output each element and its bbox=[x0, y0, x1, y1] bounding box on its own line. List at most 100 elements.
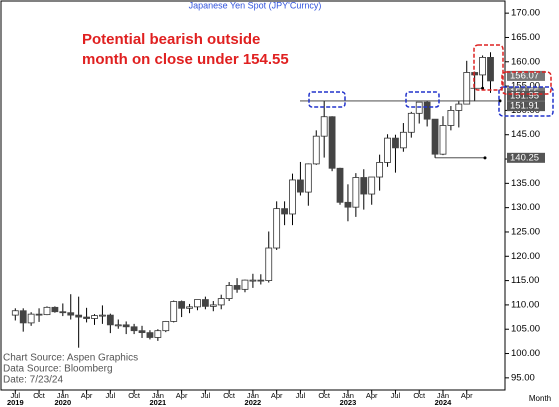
candle-body bbox=[328, 116, 336, 169]
x-tick-label: Jan bbox=[152, 391, 164, 400]
y-tick-label: 135.00 bbox=[511, 178, 540, 189]
annotation: Potential bearish outside bbox=[82, 31, 260, 48]
candle-body bbox=[447, 110, 455, 126]
y-tick-label: 120.00 bbox=[511, 251, 540, 262]
candle-body bbox=[352, 177, 360, 208]
chart-title: Japanese Yen Spot (JPY'Curncy) bbox=[189, 0, 322, 10]
y-tick-label: 105.00 bbox=[511, 324, 540, 335]
annotation: month on close under 154.55 bbox=[82, 51, 289, 68]
price-label: 140.25 bbox=[510, 152, 539, 163]
x-tick-label: Oct bbox=[33, 391, 46, 400]
y-tick-label: 130.00 bbox=[511, 202, 540, 213]
candle-body bbox=[487, 57, 494, 82]
candle-body bbox=[289, 179, 296, 215]
candle-body bbox=[360, 177, 368, 195]
candle-body bbox=[186, 306, 193, 309]
y-tick-label: 170.00 bbox=[511, 8, 540, 19]
candle-body bbox=[281, 208, 288, 215]
candle-body bbox=[106, 314, 114, 326]
candle-body bbox=[249, 279, 257, 282]
x-tick-label: Jan bbox=[342, 391, 354, 400]
candle-body bbox=[83, 316, 90, 319]
candle-body bbox=[11, 310, 19, 316]
candle-body bbox=[312, 135, 320, 165]
candle-body bbox=[209, 304, 217, 307]
candle-body bbox=[320, 116, 328, 137]
candle-body bbox=[479, 57, 486, 76]
price-label-bg bbox=[507, 70, 545, 81]
candle-body bbox=[178, 301, 186, 309]
x-tick-label: Jul bbox=[11, 391, 21, 400]
candle-body bbox=[225, 285, 233, 299]
x-tick-label: Apr bbox=[271, 391, 283, 400]
candle-body bbox=[384, 137, 391, 163]
candle-body bbox=[162, 321, 170, 332]
price-label: 156.07 bbox=[510, 70, 539, 81]
candle-body bbox=[344, 201, 352, 208]
price-label-bg bbox=[507, 101, 545, 112]
candle-body bbox=[130, 326, 138, 332]
candle-body bbox=[146, 332, 154, 338]
x-tick-label: Apr bbox=[461, 391, 473, 400]
y-tick-label: 145.00 bbox=[511, 129, 540, 140]
highlight-box bbox=[308, 91, 346, 108]
candle-body bbox=[122, 324, 130, 328]
candle-body bbox=[19, 310, 27, 324]
y-tick-label: 165.00 bbox=[511, 32, 540, 43]
candle-body bbox=[399, 131, 407, 149]
candle-body bbox=[170, 301, 178, 322]
year-label: 2022 bbox=[245, 398, 262, 407]
price-label-bg bbox=[507, 152, 545, 163]
candle-body bbox=[431, 118, 439, 155]
year-label: 2019 bbox=[7, 398, 24, 407]
x-tick-label: Oct bbox=[223, 391, 236, 400]
candle-body bbox=[392, 137, 399, 149]
candle-body bbox=[91, 315, 98, 319]
candle-body bbox=[439, 125, 447, 155]
y-tick-label: 95.00 bbox=[511, 372, 535, 383]
x-tick-label: Jan bbox=[57, 391, 69, 400]
x-axis-label: Month bbox=[529, 394, 551, 403]
price-label: 151.95 bbox=[510, 90, 539, 101]
candle-body bbox=[114, 324, 122, 327]
candle-body bbox=[138, 330, 146, 334]
year-label: 2023 bbox=[340, 398, 357, 407]
candle-body bbox=[75, 314, 83, 318]
x-tick-label: Jan bbox=[437, 391, 449, 400]
candle-body bbox=[51, 306, 59, 313]
x-tick-label: Oct bbox=[413, 391, 426, 400]
x-tick-label: Jul bbox=[106, 391, 116, 400]
highlight-box bbox=[498, 86, 554, 117]
source-text: Chart Source: Aspen Graphics bbox=[3, 353, 138, 364]
candle-body bbox=[241, 279, 249, 290]
candle-body bbox=[257, 279, 265, 282]
x-tick-label: Apr bbox=[81, 391, 93, 400]
marks: 95.00 100.00 105.00 110.00 115.00 120.00 125.0… bbox=[7, 8, 545, 407]
reference-end bbox=[483, 156, 487, 160]
y-tick-label: 160.00 bbox=[511, 56, 540, 67]
candle-body bbox=[217, 298, 225, 306]
candle-body bbox=[463, 72, 471, 105]
candle-body bbox=[407, 112, 415, 133]
candle-body bbox=[265, 247, 273, 281]
y-tick-label: 110.00 bbox=[511, 299, 539, 310]
candle-body bbox=[59, 311, 67, 314]
candle-body bbox=[297, 179, 304, 193]
price-label-bg bbox=[507, 90, 545, 101]
candle-body bbox=[233, 285, 241, 290]
x-tick-label: Jan bbox=[247, 391, 259, 400]
source-text: Data Source: Bloomberg bbox=[3, 364, 113, 375]
candle-body bbox=[455, 103, 463, 111]
y-tick-label: 125.00 bbox=[511, 226, 540, 237]
highlight-box bbox=[405, 91, 440, 108]
year-label: 2021 bbox=[150, 398, 167, 407]
x-tick-label: Jul bbox=[296, 391, 306, 400]
candle-body bbox=[336, 167, 344, 203]
candle-body bbox=[67, 312, 75, 316]
x-tick-label: Oct bbox=[128, 391, 141, 400]
candle-body bbox=[43, 306, 51, 316]
x-tick-label: Apr bbox=[176, 391, 188, 400]
x-tick-label: Apr bbox=[366, 391, 378, 400]
candle-body bbox=[154, 330, 162, 338]
